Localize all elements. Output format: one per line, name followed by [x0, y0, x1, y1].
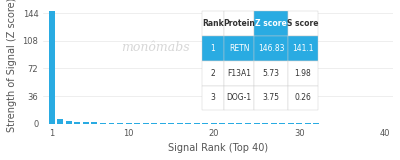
X-axis label: Signal Rank (Top 40): Signal Rank (Top 40) — [168, 143, 268, 153]
Text: DOG-1: DOG-1 — [226, 93, 252, 103]
Text: 3: 3 — [210, 93, 216, 103]
Bar — [117, 123, 123, 124]
Text: S score: S score — [287, 19, 319, 28]
Bar — [236, 123, 242, 124]
Bar — [57, 119, 63, 124]
Bar — [271, 123, 276, 124]
Text: Rank: Rank — [202, 19, 224, 28]
Bar — [66, 121, 72, 124]
Text: 3.75: 3.75 — [262, 93, 280, 103]
Bar — [185, 123, 191, 124]
Text: Z score: Z score — [255, 19, 287, 28]
Text: 1.98: 1.98 — [295, 69, 311, 78]
Bar — [262, 123, 268, 124]
Text: monômabs: monômabs — [121, 41, 190, 54]
Text: 2: 2 — [211, 69, 215, 78]
Text: RETN: RETN — [229, 44, 249, 53]
Bar — [228, 123, 234, 124]
Bar — [143, 123, 149, 124]
Bar — [92, 123, 98, 124]
Text: 5.73: 5.73 — [262, 69, 280, 78]
Y-axis label: Strength of Signal (Z score): Strength of Signal (Z score) — [7, 0, 17, 132]
Bar — [126, 123, 132, 124]
Bar — [134, 123, 140, 124]
Bar — [194, 123, 200, 124]
Text: 0.26: 0.26 — [294, 93, 312, 103]
Text: 1: 1 — [211, 44, 215, 53]
Bar — [151, 123, 157, 124]
Bar — [279, 123, 285, 124]
Bar — [177, 123, 183, 124]
Bar — [83, 122, 89, 124]
Bar — [202, 123, 208, 124]
Bar — [108, 123, 114, 124]
Bar — [211, 123, 217, 124]
Bar — [160, 123, 166, 124]
Text: Protein: Protein — [223, 19, 255, 28]
Bar — [254, 123, 260, 124]
Bar — [245, 123, 251, 124]
Bar — [220, 123, 225, 124]
Text: 141.1: 141.1 — [292, 44, 314, 53]
Bar — [74, 122, 80, 124]
Bar — [168, 123, 174, 124]
Bar — [288, 123, 294, 124]
Bar — [49, 11, 55, 124]
Text: 146.83: 146.83 — [258, 44, 284, 53]
Bar — [100, 123, 106, 124]
Text: F13A1: F13A1 — [227, 69, 251, 78]
